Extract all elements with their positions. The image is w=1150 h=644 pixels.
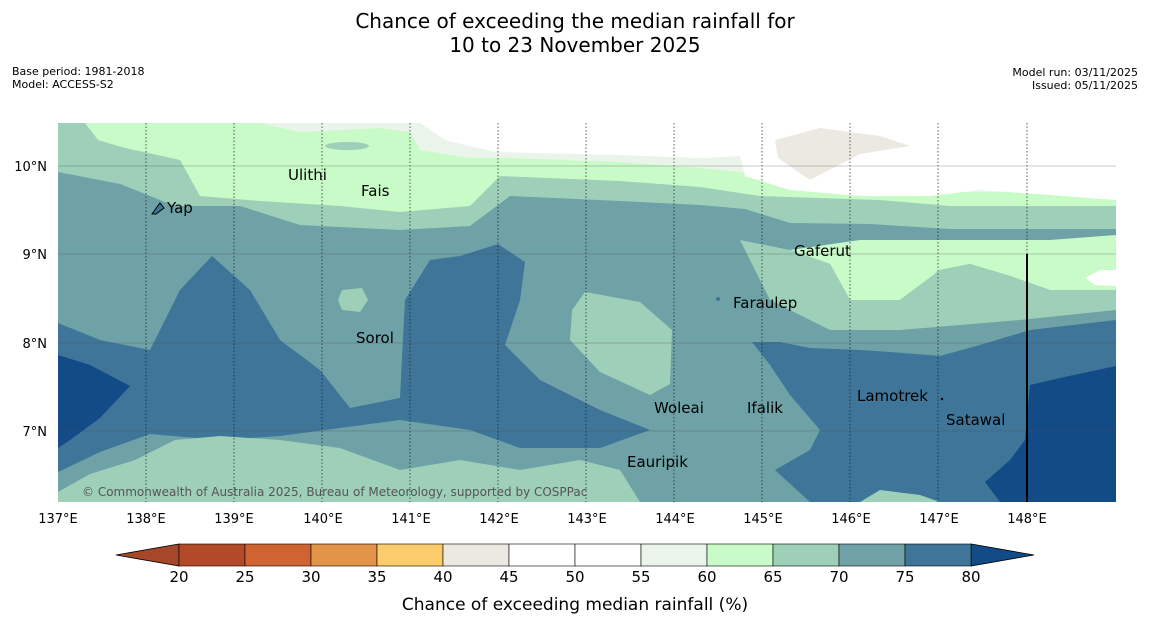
patch-65-70-a: [325, 142, 369, 150]
patch-65-70-b: [338, 288, 368, 312]
model-name: Model: ACCESS-S2: [12, 78, 114, 91]
place-faraulep: Faraulep: [733, 294, 797, 312]
colorbar-segment: [244, 543, 312, 567]
colorbar-segment: [838, 543, 906, 567]
yap-island-shape: [151, 202, 165, 215]
colorbar-label: Chance of exceeding median rainfall (%): [402, 595, 748, 615]
place-satawal: Satawal: [946, 411, 1005, 429]
title-line-1: Chance of exceeding the median rainfall …: [355, 9, 795, 33]
colorbar-tick-label: 25: [235, 568, 254, 586]
lon-tick: 146°E: [831, 512, 871, 527]
place-fais: Fais: [361, 182, 390, 200]
band-65-70-east: [740, 240, 1116, 330]
band-60-65-east: [790, 235, 1116, 300]
lon-tick: 144°E: [655, 512, 695, 527]
longitude-axis: 137°E 138°E 139°E 140°E 141°E 142°E 143°…: [38, 512, 1047, 527]
colorbar-segment: [442, 543, 510, 567]
latitude-gridlines: [58, 165, 1116, 432]
colorbar-segment: [706, 543, 774, 567]
lon-tick: 148°E: [1007, 512, 1047, 527]
lat-tick: 8°N: [23, 337, 48, 352]
colorbar-segment: [178, 543, 246, 567]
title-line-2: 10 to 23 November 2025: [449, 33, 701, 57]
colorbar-segment: [772, 543, 840, 567]
colorbar-tick-label: 45: [499, 568, 518, 586]
lon-tick: 143°E: [567, 512, 607, 527]
satawal-island-marker: [940, 397, 944, 401]
chart-title: Chance of exceeding the median rainfall …: [0, 9, 1150, 57]
model-run: Model run: 03/11/2025: [1012, 66, 1138, 79]
band-75-80-west: [58, 244, 650, 472]
lat-tick: 10°N: [14, 160, 47, 175]
meta-right: Model run: 03/11/2025 Issued: 05/11/2025: [1012, 66, 1138, 92]
colorbar-segment: [904, 543, 972, 567]
meta-left: Base period: 1981-2018 Model: ACCESS-S2: [12, 65, 144, 91]
lon-tick: 138°E: [126, 512, 166, 527]
colorbar-tick-label: 30: [301, 568, 320, 586]
colorbar-low-extend: [115, 543, 180, 567]
colorbar-segment: [574, 543, 642, 567]
lon-tick: 139°E: [214, 512, 254, 527]
place-ifalik: Ifalik: [747, 399, 783, 417]
colorbar-segment: [508, 543, 576, 567]
band-40-45: [775, 128, 910, 180]
band-45-55-east: [1085, 270, 1116, 286]
lat-tick: 7°N: [23, 425, 48, 440]
place-gaferut: Gaferut: [794, 242, 851, 260]
band-80-plus-west: [58, 355, 130, 448]
rainfall-map: Ulithi Fais Yap Gaferut Faraulep Sorol L…: [58, 123, 1116, 502]
colorbar-segment: [376, 543, 444, 567]
faraulep-island-marker: [716, 297, 720, 301]
patch-65-70-c: [570, 292, 672, 395]
place-eauripik: Eauripik: [627, 453, 688, 471]
patch-65-70-d: [860, 490, 940, 502]
colorbar: 20 25 30 35 40 45 50 55 60 65 70 75 80: [115, 543, 1035, 586]
lon-tick: 137°E: [38, 512, 78, 527]
lon-tick: 141°E: [391, 512, 431, 527]
band-45-55: [420, 123, 1116, 200]
place-woleai: Woleai: [654, 399, 704, 417]
colorbar-tick-label: 35: [367, 568, 386, 586]
place-lamotrek: Lamotrek: [857, 387, 928, 405]
colorbar-tick-label: 80: [961, 568, 980, 586]
lon-tick: 142°E: [479, 512, 519, 527]
colorbar-high-extend: [970, 543, 1035, 567]
colorbar-tick-label: 40: [433, 568, 452, 586]
band-65-70-south: [58, 436, 640, 502]
colorbar-tick-label: 70: [829, 568, 848, 586]
place-ulithi: Ulithi: [288, 166, 327, 184]
band-80-plus-east: [985, 366, 1116, 502]
colorbar-tick-label: 55: [631, 568, 650, 586]
copyright-notice: © Commonwealth of Australia 2025, Bureau…: [82, 485, 587, 499]
lat-tick: 9°N: [23, 248, 48, 263]
latitude-axis: 10°N 9°N 8°N 7°N: [14, 160, 47, 440]
issued-date: Issued: 05/11/2025: [1031, 79, 1138, 92]
colorbar-tick-label: 65: [763, 568, 782, 586]
place-yap: Yap: [166, 199, 193, 217]
colorbar-tick-label: 50: [565, 568, 584, 586]
colorbar-tick-label: 75: [895, 568, 914, 586]
lon-tick: 147°E: [919, 512, 959, 527]
place-sorol: Sorol: [356, 329, 394, 347]
colorbar-segment: [640, 543, 708, 567]
colorbar-tick-label: 20: [169, 568, 188, 586]
colorbar-segment: [310, 543, 378, 567]
colorbar-tick-label: 60: [697, 568, 716, 586]
base-period: Base period: 1981-2018: [12, 65, 145, 78]
lon-tick: 145°E: [743, 512, 783, 527]
longitude-gridlines: [145, 123, 1028, 502]
lon-tick: 140°E: [303, 512, 343, 527]
